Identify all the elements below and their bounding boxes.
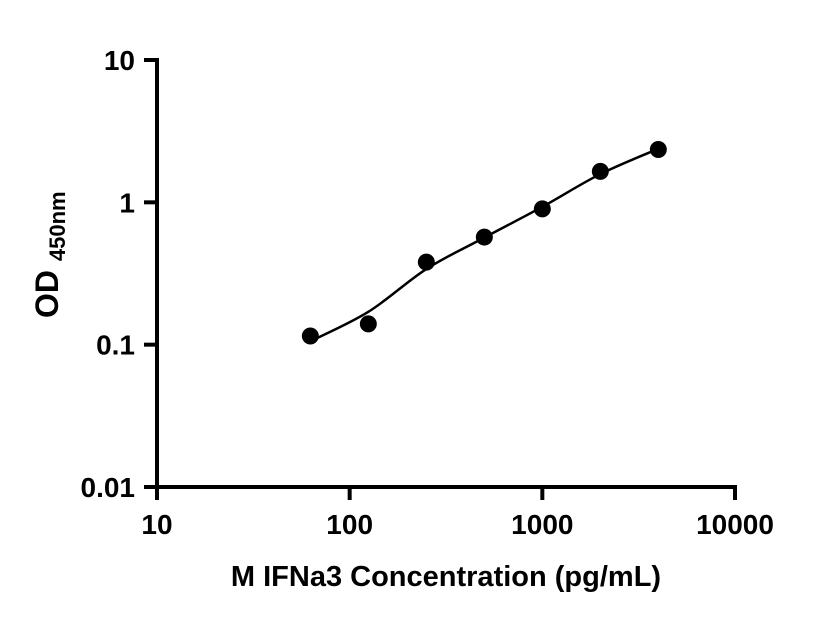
axis-spines	[155, 58, 737, 489]
x-tick-label: 1000	[511, 509, 573, 540]
x-tick-label: 10	[141, 509, 172, 540]
x-tick-label: 10000	[696, 509, 774, 540]
y-tick-label: 0.1	[96, 330, 135, 361]
data-point	[359, 315, 377, 333]
y-axis-title-main: OD	[29, 270, 65, 318]
y-tick-label: 10	[104, 45, 135, 76]
y-axis-title-subscript: 450nm	[45, 191, 70, 261]
y-tick-label: 1	[119, 187, 135, 218]
x-tick-label: 100	[326, 509, 373, 540]
fit-curve	[308, 147, 660, 343]
axes-group: 0.01 0.1 1 10 10 100 1000 10000	[81, 45, 774, 540]
y-tick-label: 0.01	[81, 472, 136, 503]
plot-group	[301, 141, 667, 345]
x-axis-title: M IFNa3 Concentration (pg/mL)	[231, 561, 661, 593]
y-axis-title: OD 450nm	[29, 191, 70, 318]
